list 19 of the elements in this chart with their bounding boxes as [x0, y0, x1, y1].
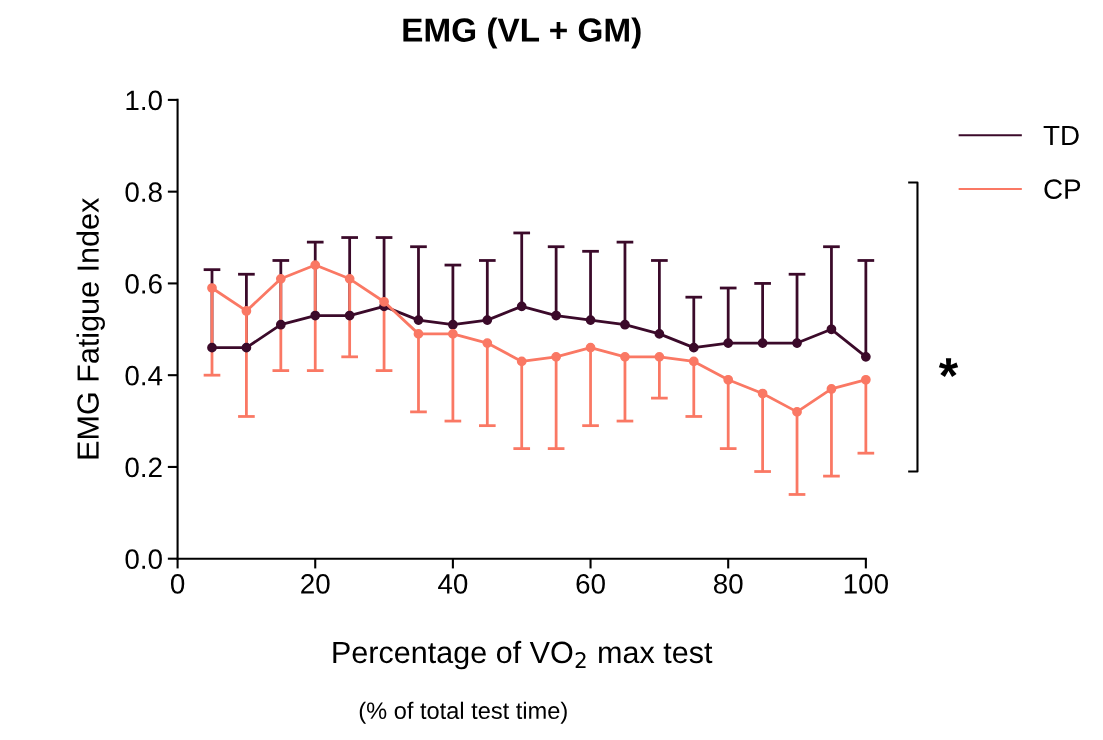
- chart-title: EMG (VL + GM): [403, 17, 641, 49]
- legend-label: CP: [1044, 179, 1081, 199]
- y-tick-label: 0.2: [125, 457, 162, 478]
- x-tick-label: 80: [713, 574, 743, 594]
- x-tick-label: 40: [438, 574, 468, 594]
- y-axis-title: EMG Fatigue Index: [76, 198, 105, 459]
- text: *: [938, 358, 959, 377]
- y-tick-label: 1.0: [126, 90, 162, 111]
- y-tick-label: 0.4: [125, 365, 163, 386]
- x-tick-label: 0: [170, 574, 185, 594]
- x-tick-label: 60: [576, 574, 605, 594]
- y-tick-label: 0.6: [125, 274, 162, 294]
- y-tick-label: 0.8: [125, 182, 162, 202]
- x-axis-title: Percentage of VO$_{2}$ max test: [333, 640, 713, 670]
- y-tick-label: 0.0: [125, 549, 162, 570]
- legend-label: TD: [1043, 125, 1079, 146]
- x-tick-label: 20: [301, 574, 330, 594]
- x-tick-label: 100: [844, 574, 888, 594]
- text: (% of total test time): [359, 701, 567, 724]
